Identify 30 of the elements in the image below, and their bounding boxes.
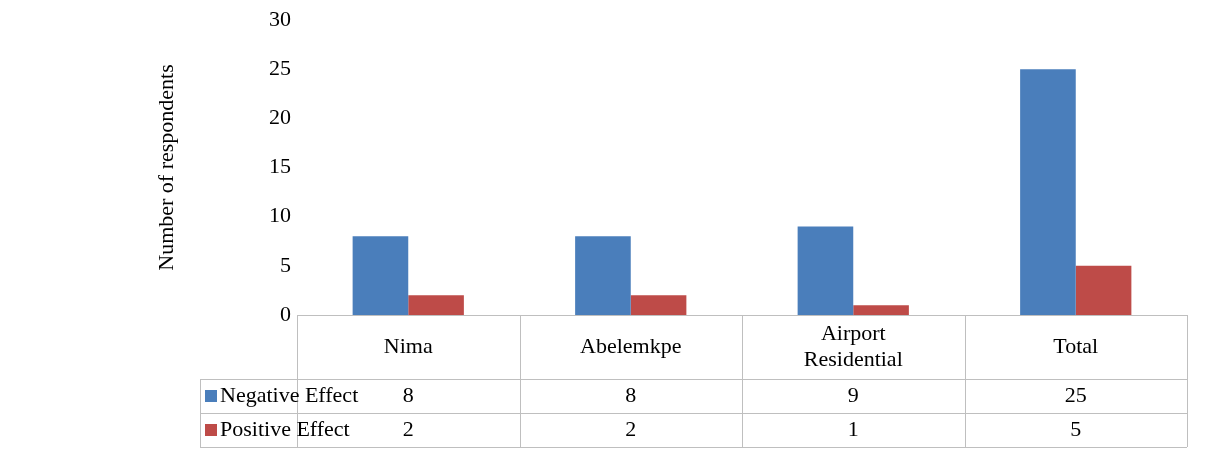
y-tick-label: 5 [280, 251, 291, 277]
x-tick-label: Abelemkpe [580, 332, 682, 358]
x-tick-label: Airport Residential [803, 319, 903, 371]
data-label: 9 [847, 381, 859, 407]
y-tick-label: 10 [269, 202, 291, 228]
data-label: 2 [625, 415, 637, 441]
x-tick-label: Nima [383, 332, 433, 358]
data-label: 1 [847, 415, 859, 441]
x-tick-label: Total [1053, 332, 1099, 358]
legend-label: Positive Effect [220, 415, 350, 441]
bar [575, 236, 631, 315]
data-label: 8 [402, 381, 414, 407]
data-label: 2 [402, 415, 414, 441]
bar [352, 236, 409, 315]
y-tick-label: 25 [269, 54, 291, 80]
bar [1075, 265, 1132, 315]
y-tick-label: 20 [269, 104, 291, 130]
bar [630, 295, 687, 315]
bar [1020, 69, 1076, 315]
bar [797, 226, 854, 315]
bar [408, 295, 464, 315]
legend-label: Negative Effect [220, 381, 359, 407]
y-axis-title: Number of respondents [152, 64, 178, 271]
bar [853, 305, 909, 315]
data-label: 5 [1070, 415, 1082, 441]
data-label: 25 [1064, 381, 1087, 407]
data-label: 8 [625, 381, 637, 407]
y-tick-label: 0 [280, 300, 291, 326]
y-tick-label: 15 [269, 153, 291, 179]
y-tick-label: 30 [269, 5, 291, 31]
